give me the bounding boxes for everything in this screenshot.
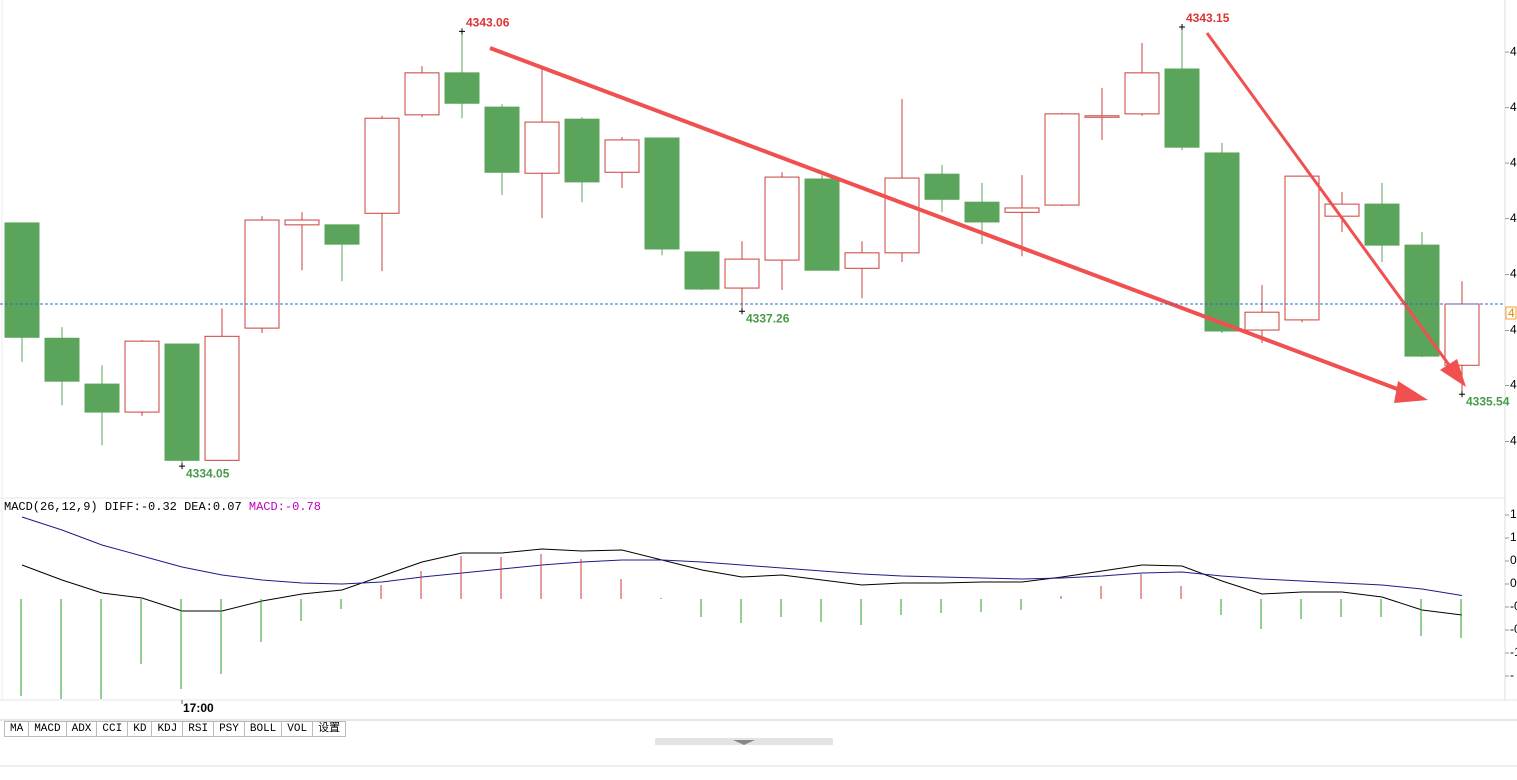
indicator-tab[interactable]: KD: [128, 721, 153, 737]
candle-body: [1204, 152, 1240, 332]
candle-body: [1004, 207, 1040, 213]
candle-body: [4, 222, 40, 338]
legend-macd-value: -0.78: [285, 500, 321, 514]
candle-body: [1164, 68, 1200, 148]
extreme-marker: [1459, 391, 1465, 398]
indicator-title: MACD(26,12,9): [4, 500, 98, 514]
indicator-tab[interactable]: BOLL: [244, 721, 283, 737]
arrow-head: [1394, 381, 1428, 403]
macd-line: [21, 516, 1463, 596]
extreme-marker: [179, 463, 185, 470]
y-tick-label: 4: [1510, 211, 1517, 225]
candle-body: [124, 340, 160, 413]
candles: [4, 27, 1480, 467]
candle-body: [764, 176, 800, 261]
y2-tick-label: -0: [1510, 622, 1517, 636]
extreme-label: 4337.26: [746, 311, 790, 325]
candle-body: [844, 252, 880, 269]
y2-tick-label: -0: [1510, 599, 1517, 613]
candle-body: [684, 251, 720, 290]
y2-tick-label: 1: [1510, 507, 1517, 521]
candle-body: [564, 118, 600, 183]
y2-tick-label: 1: [1510, 530, 1517, 544]
candle-body: [964, 201, 1000, 223]
indicator-tab[interactable]: MA: [4, 721, 30, 737]
trend-arrow: [1205, 32, 1454, 370]
indicator-header: MACD(26,12,9) DIFF:-0.32 DEA:0.07 MACD:-…: [4, 500, 321, 514]
y-tick-label: 4: [1510, 100, 1517, 114]
extreme-label: 4334.05: [186, 466, 230, 480]
y2-tick-label: 0: [1510, 553, 1517, 567]
indicator-tab[interactable]: RSI: [183, 721, 215, 737]
candle-body: [1364, 203, 1400, 246]
candle-body: [924, 173, 960, 200]
candle-body: [1244, 311, 1280, 331]
candle-body: [204, 335, 240, 461]
y2-tick-label: -1: [1510, 645, 1517, 659]
candle-body: [444, 72, 480, 104]
extreme-marker: [459, 28, 465, 35]
indicator-tab[interactable]: VOL: [282, 721, 314, 737]
candle-body: [284, 219, 320, 226]
y-tick-label: 4: [1510, 155, 1517, 169]
scroll-arrow[interactable]: [733, 740, 755, 745]
candle-body: [724, 258, 760, 289]
indicator-tab[interactable]: KDJ: [152, 721, 184, 737]
candle-body: [84, 383, 120, 413]
indicator-tab[interactable]: MACD: [29, 721, 67, 737]
y-tick-label: 4: [1510, 323, 1517, 337]
y-tick-label: 4: [1510, 267, 1517, 281]
last-price-label: 4: [1508, 306, 1515, 320]
candle-body: [524, 121, 560, 174]
candle-body: [1404, 244, 1440, 357]
legend-diff: DIFF:: [105, 500, 141, 514]
arrow-head: [1440, 359, 1466, 387]
legend-dea: DEA:: [184, 500, 213, 514]
indicator-tab[interactable]: ADX: [66, 721, 98, 737]
extreme-label: 4335.54: [1466, 394, 1510, 408]
y-tick-label: 4: [1510, 378, 1517, 392]
candle-body: [1444, 303, 1480, 366]
extreme-label: 4343.06: [466, 16, 510, 30]
trend-arrow: [489, 46, 1409, 395]
candle-body: [1284, 175, 1320, 321]
y2-tick-label: 0: [1510, 576, 1517, 590]
x-tick-label: 17:00: [183, 701, 214, 715]
candle-body: [804, 178, 840, 271]
candle-body: [404, 72, 440, 116]
candle-body: [1044, 113, 1080, 206]
candle-body: [244, 219, 280, 329]
y-tick-label: 4: [1510, 44, 1517, 58]
candle-body: [1324, 203, 1360, 217]
y2-tick-label: -: [1510, 668, 1514, 682]
indicator-tabs: MA MACD ADX CCI KD KDJ RSI PSY BOLL VOL 设置: [4, 721, 347, 737]
candle-body: [1084, 115, 1120, 118]
macd-panel: [20, 516, 1463, 699]
candle-body: [364, 117, 400, 214]
candle-body: [884, 177, 920, 254]
candle-body: [44, 337, 80, 382]
legend-macd: MACD:: [249, 500, 285, 514]
y-tick-label: 4: [1510, 434, 1517, 448]
legend-dea-value: 0.07: [213, 500, 242, 514]
extreme-marker: [739, 308, 745, 315]
candle-body: [324, 224, 360, 245]
extreme-marker: [1179, 24, 1185, 31]
last-price-box: [1505, 306, 1517, 320]
candle-body: [484, 106, 520, 173]
indicator-tab[interactable]: PSY: [214, 721, 245, 737]
macd-line: [21, 548, 1463, 616]
indicator-tab[interactable]: 设置: [313, 721, 347, 737]
candle-body: [1124, 72, 1160, 115]
candle-body: [164, 343, 200, 461]
candle-body: [604, 139, 640, 173]
extreme-label: 4343.15: [1186, 11, 1230, 25]
candle-body: [644, 137, 680, 250]
legend-diff-value: -0.32: [141, 500, 177, 514]
indicator-tab[interactable]: CCI: [97, 721, 129, 737]
